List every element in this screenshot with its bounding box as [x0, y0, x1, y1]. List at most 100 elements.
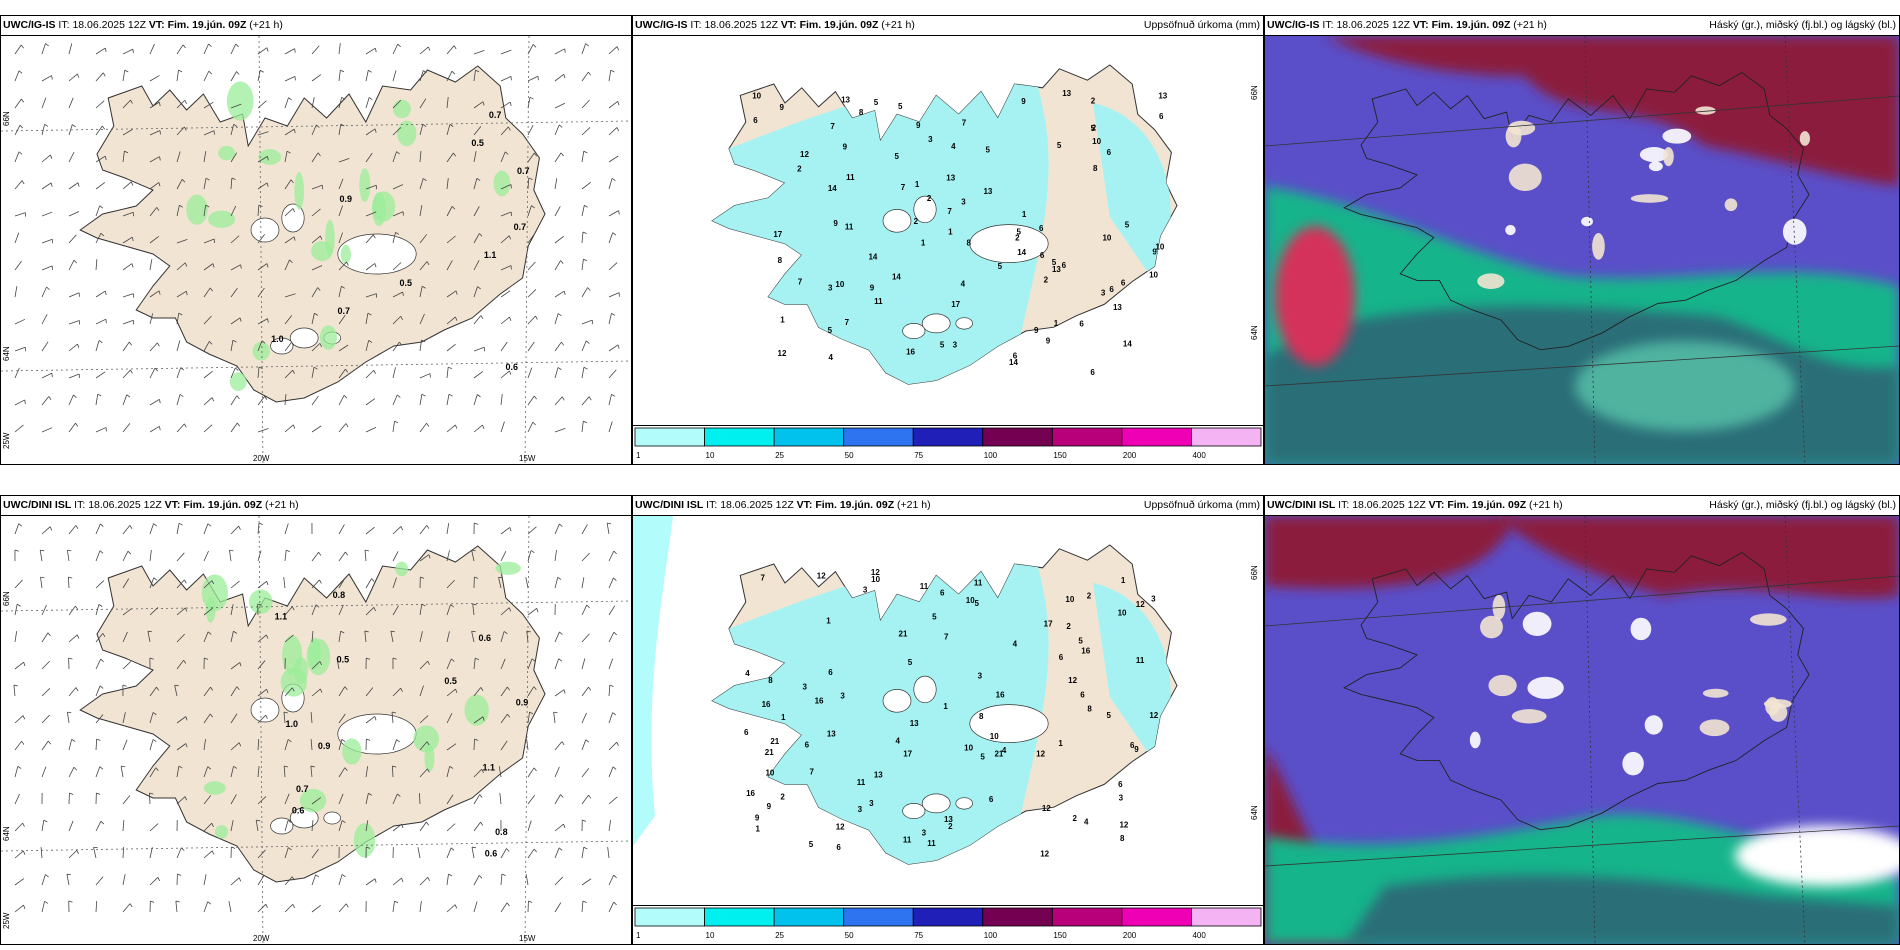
wind-barb [311, 874, 317, 886]
precip-value-label: 13 [827, 730, 836, 739]
precip-value-label: 3 [802, 682, 807, 691]
wind-barb [14, 424, 24, 433]
wind-barb [418, 792, 421, 805]
wind-barb [68, 292, 80, 298]
wind-barb [554, 741, 563, 751]
wind-barb [527, 233, 535, 244]
wind-barb [257, 634, 267, 643]
wind-barb [554, 341, 562, 352]
wind-barb [149, 182, 160, 190]
wind-barb [149, 398, 160, 406]
wind-barb [500, 658, 506, 670]
wind-barb [390, 631, 394, 643]
wind-barb [338, 395, 345, 406]
precip-value-label: 12 [1136, 600, 1145, 609]
wind-barb [338, 739, 343, 751]
precip-value-label: 10 [1102, 234, 1111, 243]
precip-value-label: 17 [773, 230, 782, 239]
wind-barb [122, 70, 126, 82]
precip-value-label: 9 [870, 283, 875, 292]
wind-barb [41, 526, 51, 535]
wind-barb [176, 262, 186, 271]
precip-value-label: 12 [1036, 750, 1045, 759]
wind-barb [41, 75, 52, 82]
precip-value-label: 1 [780, 315, 785, 324]
wind-barb [174, 685, 178, 697]
wind-barb [554, 689, 565, 697]
wind-barb [176, 313, 180, 325]
wind-barb [338, 903, 347, 913]
wind-barb [338, 157, 350, 163]
precip-value-label: 12 [1042, 804, 1051, 813]
precip-patch [249, 589, 273, 614]
precip-value-label: 1 [1121, 576, 1126, 585]
colorbar-tick-label: 50 [845, 931, 854, 940]
wind-barb [149, 313, 154, 325]
glacier [250, 697, 280, 723]
precip-value-label: 16 [906, 348, 915, 357]
wind-barb [473, 233, 480, 244]
wind-barb [68, 739, 73, 751]
wind-barb [473, 260, 480, 271]
precip-value-label: 5 [1078, 636, 1083, 645]
wind-barb [284, 687, 293, 697]
wind-barb [257, 367, 260, 379]
wind-barb [473, 126, 482, 136]
it-value: 18.06.2025 12Z [88, 499, 162, 511]
precip-value-label: 2 [1087, 592, 1092, 601]
glacier [882, 689, 912, 713]
wind-barb [149, 792, 151, 805]
precip-value-label: 11 [874, 297, 883, 306]
wind-barb [176, 70, 179, 82]
lat-label: 66N [2, 591, 11, 606]
precip-patch [218, 145, 236, 161]
wind-barb [419, 741, 428, 751]
precip-value-label: 6 [753, 116, 758, 125]
wind-barb [284, 208, 294, 217]
wind-barb [419, 525, 428, 535]
wind-barb [419, 554, 430, 562]
lon-label: 25W [2, 912, 11, 929]
wind-barb [122, 578, 130, 589]
lat-label: 64N [1250, 325, 1259, 340]
it-label: IT: [58, 19, 70, 31]
wind-barb [149, 207, 158, 217]
colorbar-segment [912, 907, 984, 927]
wind-barb [446, 367, 449, 379]
wind-barb [581, 151, 585, 163]
wind-barb [41, 372, 53, 379]
wind-barb [338, 97, 343, 109]
wind-barb [41, 286, 47, 298]
wind-barb [473, 658, 476, 670]
wind-barb [473, 901, 478, 913]
wind-barb [68, 422, 76, 433]
wind-barb [203, 263, 214, 271]
wind-barb [338, 124, 342, 136]
wind-barb [95, 155, 106, 163]
precip-value-label: 6 [1159, 112, 1164, 121]
wind-barb [498, 577, 502, 589]
vt-value: Fim. 19.jún. 09Z [1431, 19, 1511, 31]
precip-value-label: 7 [962, 118, 967, 127]
wind-barb [41, 314, 48, 325]
wind-barb [554, 260, 561, 271]
wind-barb [284, 236, 295, 244]
wind-barb [68, 634, 78, 643]
precip-patch [340, 244, 351, 264]
wind-barb [68, 73, 78, 82]
wind-barb [41, 766, 47, 778]
lead-time: (+21 h) [1513, 19, 1547, 31]
wind-barb [473, 151, 477, 163]
wind-barb [284, 606, 293, 616]
glacier [921, 793, 951, 814]
wind-barb [176, 552, 185, 562]
precip-value-label: 11 [845, 223, 854, 232]
wind-barb [419, 394, 423, 406]
wind-value-label: 0.8 [495, 827, 508, 837]
wind-barb [203, 795, 212, 805]
lat-label: 64N [2, 346, 11, 361]
panel-precip-dini: UWC/DINI ISL IT: 18.06.2025 12Z VT: Fim.… [632, 495, 1264, 945]
wind-barb [122, 525, 131, 535]
wind-barb [257, 766, 260, 778]
wind-barb [338, 686, 346, 697]
